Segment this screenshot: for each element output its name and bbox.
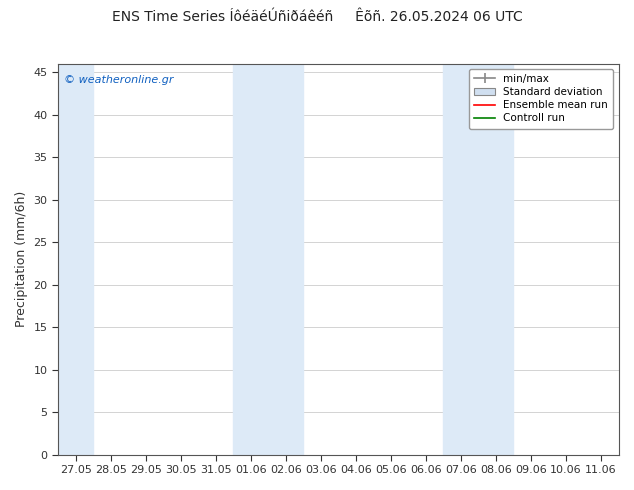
Bar (58, 64, 93, 455)
Text: ENS Time Series ÍôéäéÚñiðáêéñ     Êõñ. 26.05.2024 06 UTC: ENS Time Series ÍôéäéÚñiðáêéñ Êõñ. 26.05… (112, 10, 522, 24)
Bar (479, 64, 514, 455)
Y-axis label: Precipitation (mm/6h): Precipitation (mm/6h) (15, 191, 28, 327)
Text: © weatheronline.gr: © weatheronline.gr (63, 75, 173, 85)
Bar (268, 64, 303, 455)
Bar (443, 64, 479, 455)
Legend: min/max, Standard deviation, Ensemble mean run, Controll run: min/max, Standard deviation, Ensemble me… (469, 69, 613, 128)
Bar (233, 64, 268, 455)
